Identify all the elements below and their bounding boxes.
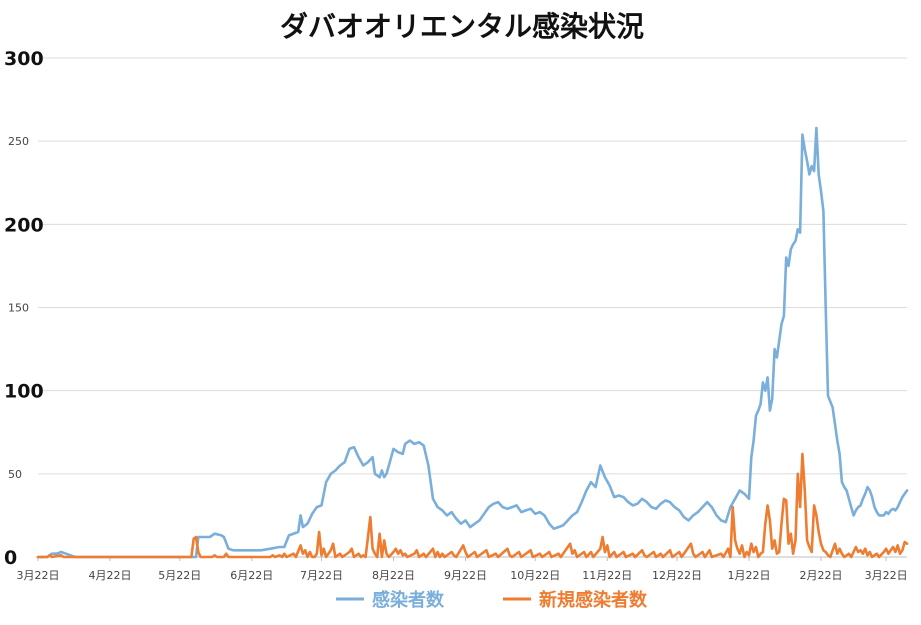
series-line-1 bbox=[36, 452, 909, 559]
x-tick-label: 3月22日 bbox=[17, 569, 60, 582]
y-tick-label: 50 bbox=[8, 468, 22, 481]
y-tick-label: 150 bbox=[8, 302, 29, 315]
x-tick-label: 3月22日 bbox=[865, 569, 908, 582]
legend-label: 感染者数 bbox=[372, 589, 445, 611]
x-tick-label: 12月22日 bbox=[652, 569, 702, 582]
y-tick-label: 250 bbox=[8, 135, 29, 148]
series-line-0 bbox=[36, 126, 909, 559]
x-tick-label: 2月22日 bbox=[800, 569, 843, 582]
x-axis-ticks: 3月22日 4月22日 5月22日 6月22日 7月22日 8月22日 9月22日 10月22… bbox=[17, 557, 908, 582]
x-tick-label: 1月22日 bbox=[728, 569, 771, 582]
y-tick-label: 0 bbox=[4, 547, 17, 569]
chart-title: ダバオオリエンタル感染状況 bbox=[280, 10, 644, 43]
x-tick-label: 4月22日 bbox=[89, 569, 132, 582]
y-tick-label: 200 bbox=[4, 214, 44, 236]
legend: 感染者数 新規感染者数 bbox=[336, 589, 648, 611]
x-tick-label: 10月22日 bbox=[510, 569, 560, 582]
x-tick-label: 9月22日 bbox=[444, 569, 487, 582]
x-tick-label: 11月22日 bbox=[582, 569, 632, 582]
legend-label: 新規感染者数 bbox=[539, 589, 648, 611]
x-tick-label: 7月22日 bbox=[300, 569, 343, 582]
x-tick-label: 8月22日 bbox=[372, 569, 415, 582]
y-tick-label: 100 bbox=[4, 381, 44, 403]
y-axis-ticks: 0 50 100 150 200 250 300 bbox=[4, 48, 44, 569]
series-lines bbox=[36, 126, 909, 559]
gridlines bbox=[38, 57, 907, 558]
x-tick-label: 6月22日 bbox=[230, 569, 273, 582]
y-tick-label: 300 bbox=[4, 48, 44, 70]
x-tick-label: 5月22日 bbox=[158, 569, 201, 582]
